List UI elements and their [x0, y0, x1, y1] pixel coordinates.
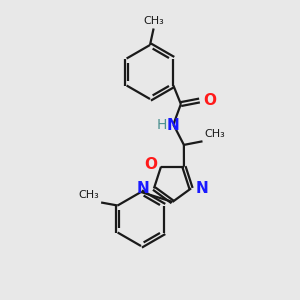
Text: CH₃: CH₃ — [205, 129, 225, 139]
Text: N: N — [137, 181, 150, 196]
Text: H: H — [156, 118, 167, 132]
Text: O: O — [144, 157, 157, 172]
Text: N: N — [167, 118, 180, 133]
Text: CH₃: CH₃ — [78, 190, 99, 200]
Text: CH₃: CH₃ — [143, 16, 164, 26]
Text: N: N — [195, 181, 208, 196]
Text: O: O — [203, 93, 216, 108]
